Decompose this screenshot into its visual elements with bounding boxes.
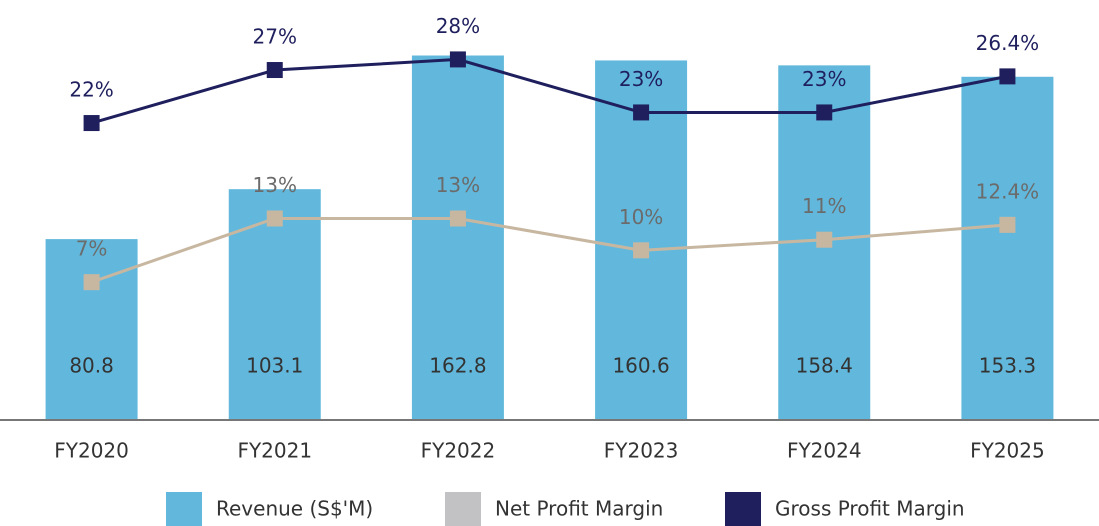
line-value-label: 11%	[802, 194, 846, 218]
bar-value-label: 80.8	[69, 354, 114, 378]
legend-swatch	[445, 492, 481, 526]
line-marker	[633, 242, 650, 259]
x-tick-label: FY2025	[970, 439, 1045, 463]
line-value-label: 13%	[253, 173, 297, 197]
line-marker	[449, 210, 466, 227]
line-marker	[266, 210, 283, 227]
bar-value-label: 103.1	[246, 354, 303, 378]
line-value-label: 12.4%	[976, 179, 1040, 203]
x-tick-label: FY2021	[237, 439, 312, 463]
line-marker	[633, 104, 650, 121]
bar	[45, 239, 138, 420]
line-value-label: 23%	[802, 67, 846, 91]
bar-value-label: 153.3	[979, 354, 1036, 378]
legend-swatch	[725, 492, 761, 526]
line-value-label: 7%	[76, 237, 108, 261]
legend-label: Gross Profit Margin	[775, 497, 965, 521]
x-tick-label: FY2020	[54, 439, 129, 463]
line	[91, 217, 1008, 284]
x-tick-label: FY2023	[604, 439, 679, 463]
x-tick-label: FY2022	[421, 439, 496, 463]
x-tick-label: FY2024	[787, 439, 862, 463]
line-marker	[83, 274, 100, 291]
line-value-label: 23%	[619, 67, 663, 91]
line-marker	[449, 51, 466, 68]
bar	[411, 55, 504, 421]
bar-value-label: 158.4	[796, 354, 853, 378]
line-marker	[999, 68, 1016, 85]
legend-label: Net Profit Margin	[495, 497, 663, 521]
line-value-label: 13%	[436, 173, 480, 197]
line-marker	[83, 115, 100, 132]
line	[91, 57, 1008, 125]
bar-value-label: 160.6	[612, 354, 669, 378]
line-marker	[999, 216, 1016, 233]
legend-swatch	[166, 492, 202, 526]
bar-value-label: 162.8	[429, 354, 486, 378]
line-marker	[816, 231, 833, 248]
bar	[961, 76, 1054, 421]
line-value-label: 10%	[619, 205, 663, 229]
line-value-label: 22%	[69, 78, 113, 102]
line-marker	[816, 104, 833, 121]
legend-label: Revenue (S$'M)	[216, 497, 373, 521]
line-value-label: 28%	[436, 14, 480, 38]
line-marker	[266, 62, 283, 79]
line-value-label: 26.4%	[976, 31, 1040, 55]
line-value-label: 27%	[253, 25, 297, 49]
